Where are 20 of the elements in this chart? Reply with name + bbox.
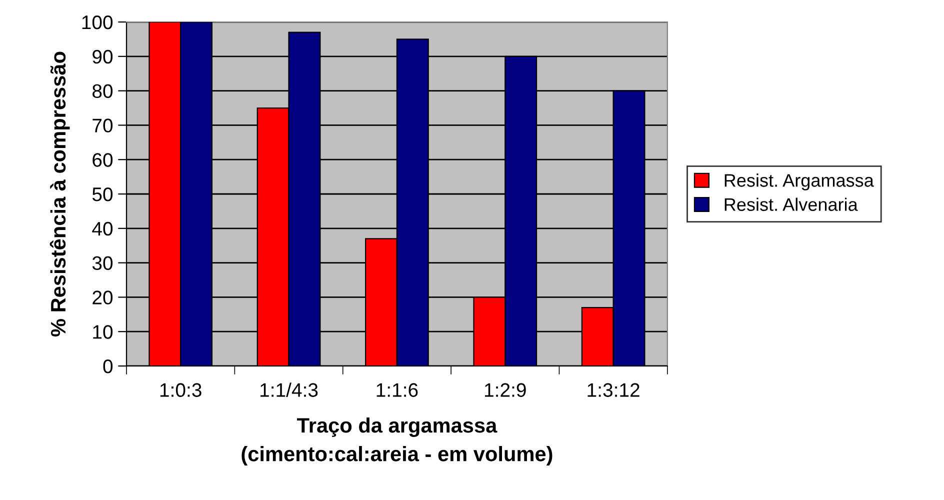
x-tick-label: 1:0:3 (160, 383, 202, 397)
x-tick-label: 1:3:12 (588, 383, 640, 397)
y-tick-label: 20 (92, 290, 113, 304)
x-tick-label: 1:1/4:3 (260, 382, 318, 397)
y-tick-label: 60 (92, 153, 113, 167)
y-tick-label: 70 (92, 118, 113, 132)
y-tick-label: 80 (92, 84, 113, 98)
y-tick-label: 100 (82, 15, 113, 30)
y-tick-label: 30 (92, 256, 113, 270)
x-axis-title: Traço da argamassa (cimento:cal:areia - em volume) (242, 417, 552, 466)
y-tick-label: 50 (92, 187, 113, 202)
y-axis-title: % Resistência à compressão (50, 52, 70, 336)
y-tick-label: 40 (92, 222, 113, 236)
legend-label: Resist. Argamassa (724, 174, 874, 190)
y-tick-label: 90 (92, 50, 113, 64)
y-tick-label: 0 (103, 359, 113, 374)
x-tick-label: 1:2:9 (484, 383, 526, 397)
x-tick-label: 1:1:6 (376, 383, 418, 397)
legend-label: Resist. Alvenaria (724, 198, 858, 211)
y-tick-label: 10 (93, 325, 113, 339)
